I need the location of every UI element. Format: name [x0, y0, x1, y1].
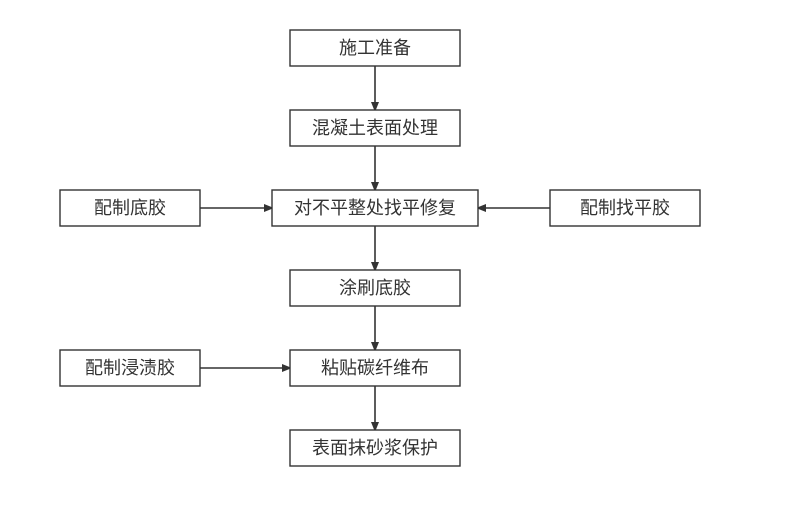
flowchart-canvas: 施工准备混凝土表面处理对不平整处找平修复涂刷底胶粘贴碳纤维布表面抹砂浆保护 配制底… [0, 0, 800, 530]
flow-node: 对不平整处找平修复 [272, 190, 478, 226]
flow-node-label: 表面抹砂浆保护 [312, 438, 438, 458]
flow-node-label: 配制浸渍胶 [85, 358, 175, 378]
flow-node: 涂刷底胶 [290, 270, 460, 306]
flow-node: 配制找平胶 [550, 190, 700, 226]
flow-node: 配制底胶 [60, 190, 200, 226]
flow-node: 混凝土表面处理 [290, 110, 460, 146]
flow-node: 配制浸渍胶 [60, 350, 200, 386]
flow-node-label: 涂刷底胶 [339, 278, 411, 298]
flow-node: 表面抹砂浆保护 [290, 430, 460, 466]
flow-node-label: 配制找平胶 [580, 198, 670, 218]
flow-node-label: 对不平整处找平修复 [294, 198, 456, 218]
flow-node-label: 配制底胶 [94, 198, 166, 218]
flow-node: 粘贴碳纤维布 [290, 350, 460, 386]
flow-node-label: 混凝土表面处理 [312, 118, 438, 138]
flow-node-label: 施工准备 [339, 38, 411, 58]
flow-node: 施工准备 [290, 30, 460, 66]
flow-node-label: 粘贴碳纤维布 [321, 358, 429, 378]
